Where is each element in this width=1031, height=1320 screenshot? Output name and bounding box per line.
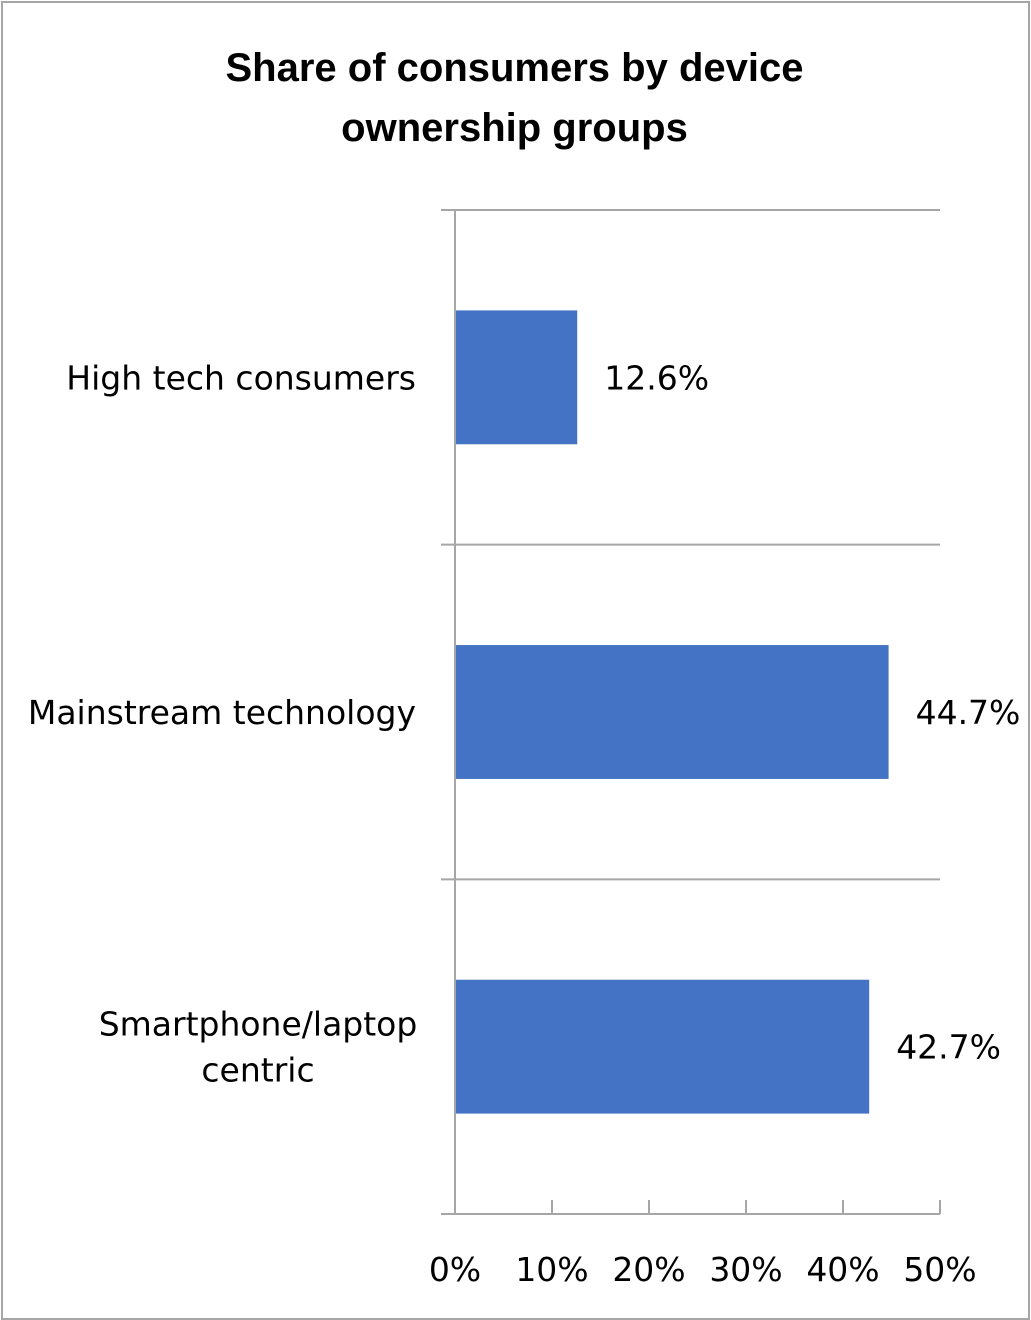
bar xyxy=(456,310,578,445)
category-label: Smartphone/laptop centric xyxy=(99,1005,418,1090)
axes xyxy=(454,210,941,1214)
bars xyxy=(456,310,889,1114)
category-label: High tech consumers xyxy=(66,358,416,397)
x-tick-label: 30% xyxy=(709,1250,782,1289)
labels: 0% 10% 20% 30% 40% 50% 12.6% High tech consumer… xyxy=(28,358,1021,1289)
chart-title-line-2: ownership groups xyxy=(341,106,688,150)
value-label: 44.7% xyxy=(916,693,1021,732)
chart-title: Share of consumers by device ownership g… xyxy=(0,38,1029,158)
bar xyxy=(456,645,889,779)
x-tick-label: 40% xyxy=(806,1250,879,1289)
category-label-line: Smartphone/laptop xyxy=(99,1005,418,1044)
category-label-line: centric xyxy=(201,1051,314,1090)
x-tick-label: 50% xyxy=(903,1250,976,1289)
chart-title-line-1: Share of consumers by device xyxy=(225,46,804,90)
x-tick-label: 0% xyxy=(429,1250,481,1289)
x-tick-label: 10% xyxy=(515,1250,588,1289)
x-tick-label: 20% xyxy=(612,1250,685,1289)
category-label: Mainstream technology xyxy=(28,693,416,732)
value-label: 42.7% xyxy=(896,1028,1001,1067)
bar xyxy=(456,979,870,1114)
category-separators xyxy=(441,209,940,1215)
value-label: 12.6% xyxy=(604,358,709,397)
